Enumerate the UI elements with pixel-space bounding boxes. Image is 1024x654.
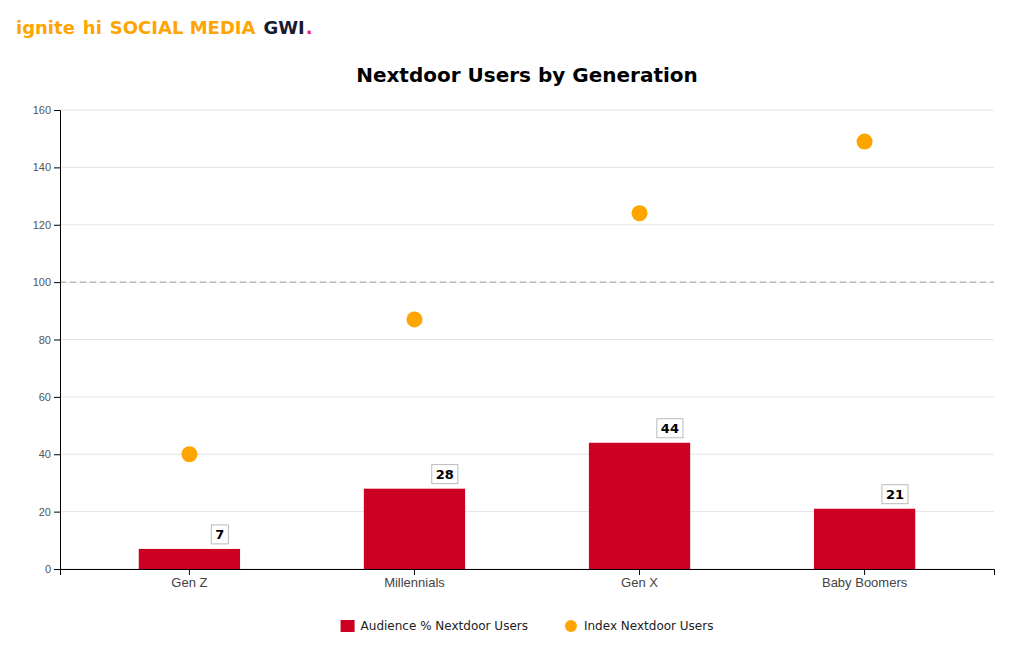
bar	[814, 509, 915, 569]
y-tick: 100	[33, 276, 60, 288]
legend-swatch	[341, 620, 355, 632]
legend-label: Audience % Nextdoor Users	[361, 619, 528, 633]
x-axis-line	[61, 570, 995, 576]
data-label: 28	[436, 467, 454, 482]
y-tick: 0	[45, 563, 60, 575]
bar	[364, 489, 465, 569]
x-tick-mark	[639, 569, 640, 575]
y-tick-mark	[54, 225, 60, 226]
grid-line	[60, 224, 994, 225]
marks	[60, 134, 994, 569]
bar	[139, 549, 240, 569]
y-tick-label: 40	[39, 448, 51, 460]
y-tick: 60	[39, 391, 60, 403]
x-tick: Gen X	[621, 569, 658, 590]
y-tick: 80	[39, 334, 60, 346]
x-tick-label: Baby Boomers	[822, 575, 908, 590]
logo: ignite hi SOCIAL MEDIA GWI.	[16, 17, 313, 38]
legend-item: Audience % Nextdoor Users	[341, 619, 528, 633]
y-tick-mark	[54, 397, 60, 398]
y-tick-mark	[54, 340, 60, 341]
annotation: GWI	[263, 17, 304, 38]
y-tick-label: 80	[39, 334, 51, 346]
y-tick: 160	[33, 104, 60, 116]
y-axis: 0 20 40 60 80 100 120 140 160	[33, 104, 61, 575]
legend: Audience % Nextdoor Users Index Nextdoor …	[341, 619, 714, 633]
legend-swatch	[565, 620, 577, 632]
grid-line	[60, 110, 994, 111]
plot: 7 28 44 21 Gen Z Millennials Gen X Baby Boomers…	[33, 104, 995, 590]
x-tick: Millennials	[384, 569, 445, 590]
y-tick-label: 120	[33, 219, 51, 231]
y-tick-label: 20	[39, 506, 51, 518]
y-tick-label: 160	[33, 104, 51, 116]
y-tick-label: 100	[33, 276, 51, 288]
x-tick: Gen Z	[171, 569, 207, 590]
data-label-group: 28	[432, 465, 458, 484]
legend-item: Index Nextdoor Users	[565, 619, 713, 633]
x-tick-mark	[414, 569, 415, 575]
grid-line	[60, 339, 994, 340]
data-label-group: 7	[211, 525, 228, 544]
dot-series	[181, 134, 872, 463]
data-label: 21	[886, 487, 904, 502]
y-tick-mark	[54, 167, 60, 168]
chart: ignite hi SOCIAL MEDIA GWI. Nextdoor Users b…	[0, 0, 1024, 654]
x-tick-label: Gen X	[621, 575, 658, 590]
x-tick-label: Gen Z	[171, 575, 207, 590]
y-tick-label: 140	[33, 161, 51, 173]
y-tick: 40	[39, 448, 60, 460]
dot	[632, 205, 648, 221]
y-tick-mark	[54, 282, 60, 283]
y-tick-mark	[54, 110, 60, 111]
title: Nextdoor Users by Generation	[356, 63, 698, 87]
data-label-box	[211, 525, 228, 544]
y-tick: 120	[33, 219, 60, 231]
annotation: ignite	[16, 17, 75, 38]
data-label-box	[882, 485, 908, 504]
data-label: 44	[661, 421, 679, 436]
y-tick-label: 60	[39, 391, 51, 403]
data-labels: 7 28 44 21	[211, 419, 908, 544]
grid	[60, 110, 994, 569]
annotation: .	[306, 17, 313, 38]
dot	[857, 134, 873, 150]
reference-line	[60, 281, 994, 283]
x-tick: Baby Boomers	[822, 569, 908, 590]
grid-line	[60, 167, 994, 168]
x-tick-label: Millennials	[384, 575, 445, 590]
x-tick-mark	[864, 569, 865, 575]
y-axis-line	[54, 111, 61, 570]
dot	[406, 311, 422, 327]
annotation: hi	[83, 17, 102, 38]
annotation: SOCIAL MEDIA	[110, 17, 256, 38]
bar-series	[139, 443, 915, 569]
x-axis: Gen Z Millennials Gen X Baby Boomers	[61, 569, 995, 590]
y-tick-label: 0	[45, 563, 51, 575]
data-label-box	[432, 465, 458, 484]
dot	[181, 446, 197, 462]
y-tick-mark	[54, 512, 60, 513]
grid-line	[60, 454, 994, 455]
data-label-group: 21	[882, 485, 908, 504]
data-label-box	[657, 419, 683, 438]
x-tick-mark	[189, 569, 190, 575]
y-tick: 140	[33, 161, 60, 173]
y-tick: 20	[39, 506, 60, 518]
grid-line	[60, 282, 994, 283]
y-tick-mark	[54, 454, 60, 455]
bar	[589, 443, 690, 569]
data-label: 7	[215, 527, 224, 542]
y-tick-mark	[54, 569, 60, 570]
grid-line	[60, 396, 994, 397]
data-label-group: 44	[657, 419, 683, 438]
legend-label: Index Nextdoor Users	[584, 619, 713, 633]
